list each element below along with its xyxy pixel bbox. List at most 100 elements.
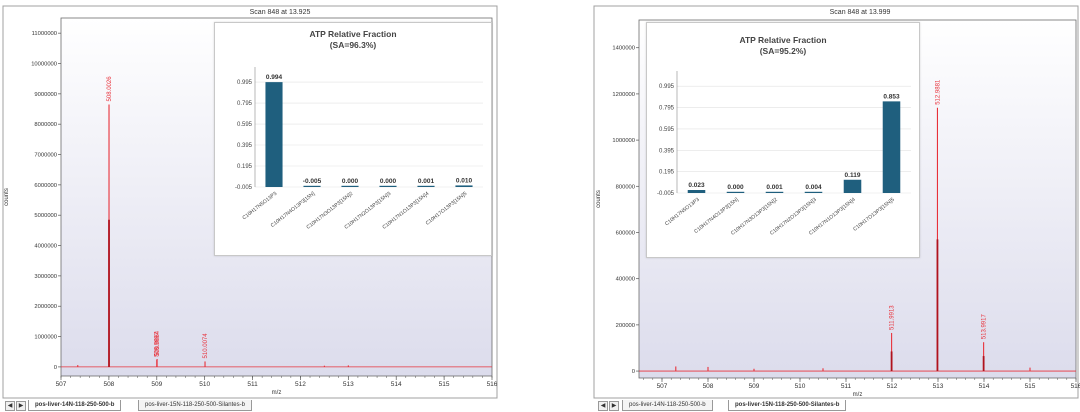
x-tick-label: 507: [56, 381, 67, 388]
x-tick-label: 513: [343, 381, 354, 388]
inset-y-tick-label: 0.995: [659, 84, 675, 90]
y-tick-label: 4000000: [34, 244, 57, 250]
scan-title-right: Scan 848 at 13.999: [829, 9, 891, 16]
x-tick-label: 516: [1071, 383, 1080, 390]
tab-bar-right: ◀ ▶ pos-liver-14N-118-250-500-b pos-live…: [592, 399, 1080, 412]
inset-bar: [417, 185, 435, 187]
x-axis-label: m/z: [853, 392, 863, 398]
inset-bar-value-label: 0.023: [688, 182, 705, 189]
tab-pos-liver-15n[interactable]: pos-liver-15N-118-250-500-Silantes-b: [728, 400, 847, 411]
y-axis-label: counts: [596, 190, 602, 208]
y-tick-label: 400000: [616, 277, 635, 283]
peak-label: 511.9913: [890, 305, 896, 330]
inset-bar: [726, 191, 745, 193]
inset-bar-value-label: 0.119: [845, 172, 861, 179]
tab-scroll-right-button[interactable]: ▶: [609, 401, 619, 411]
inset-bar-value-label: 0.004: [805, 184, 822, 191]
peak-label: 508.9997: [155, 331, 161, 357]
inset-y-tick-label: 0.195: [659, 170, 675, 176]
inset-category-label: C10H17O13P3[15N]5: [425, 191, 469, 227]
x-tick-label: 508: [703, 383, 714, 390]
peak-label: 510.0074: [203, 333, 209, 359]
inset-bar: [455, 185, 473, 187]
inset-y-tick-label: 0.795: [659, 106, 675, 112]
inset-y-tick-label: 0.395: [237, 143, 253, 149]
inset-subtitle-left: (SA=96.3%): [329, 40, 377, 50]
inset-bar: [303, 185, 321, 187]
inset-category-label: C10H17N5O13P3: [664, 197, 701, 228]
peak-label: 508.0026: [107, 76, 113, 102]
inset-bar-value-label: 0.994: [266, 74, 283, 81]
y-tick-label: 0: [54, 365, 57, 371]
y-tick-label: 9000000: [34, 92, 57, 98]
tab-pos-liver-14n[interactable]: pos-liver-14N-118-250-500-b: [622, 400, 713, 411]
peak-label: 509.0064: [155, 330, 161, 356]
inset-bar: [804, 191, 823, 193]
inset-bar-chart-left: -0.005 0.195 0.395 0.595 0.795 0.995 0.994 C10H…: [235, 67, 483, 231]
inset-bar: [379, 185, 397, 187]
x-axis-label: m/z: [272, 390, 282, 396]
inset-category-label: C10H17O13P3[15N]5: [852, 197, 896, 233]
inset-category-label: C10H17N5O13P3: [242, 191, 279, 222]
tab-scroll-left-button[interactable]: ◀: [5, 401, 15, 411]
x-tick-label: 512: [887, 383, 898, 390]
inset-bar-value-label: 0.000: [727, 184, 744, 191]
x-tick-label: 507: [657, 383, 668, 390]
y-tick-label: 3000000: [34, 274, 57, 280]
inset-y-tick-label: -0.005: [657, 191, 675, 197]
inset-bar-value-label: 0.001: [418, 178, 435, 185]
y-tick-label: 1000000: [34, 335, 57, 341]
inset-y-tick-label: -0.005: [235, 185, 253, 191]
atp-fraction-inset-right: ATP Relative Fraction (SA=95.2%) -0.005 0…: [646, 22, 920, 258]
inset-y-tick-label: 0.795: [237, 101, 253, 107]
inset-bar-value-label: 0.000: [342, 178, 359, 185]
inset-y-tick-label: 0.595: [237, 122, 253, 128]
peak-label: 513.9917: [982, 314, 988, 340]
x-tick-label: 513: [933, 383, 944, 390]
inset-bar-value-label: 0.010: [456, 177, 473, 184]
inset-bar-chart-right: -0.005 0.195 0.395 0.595 0.795 0.995 0.023 C10H…: [657, 71, 911, 237]
y-tick-label: 200000: [616, 323, 635, 329]
inset-bar-value-label: -0.005: [303, 178, 322, 185]
x-tick-label: 515: [439, 381, 450, 388]
inset-bar-value-label: 0.000: [380, 178, 397, 185]
x-tick-label: 510: [795, 383, 806, 390]
inset-bar: [843, 179, 862, 193]
x-tick-label: 514: [979, 383, 990, 390]
tab-bar-left: ◀ ▶ pos-liver-14N-118-250-500-b pos-live…: [0, 399, 500, 412]
x-tick-label: 515: [1025, 383, 1036, 390]
inset-bar-value-label: 0.853: [883, 93, 900, 100]
tab-pos-liver-14n[interactable]: pos-liver-14N-118-250-500-b: [28, 400, 122, 411]
inset-title-left: ATP Relative Fraction: [309, 29, 397, 39]
x-tick-label: 510: [199, 381, 210, 388]
y-tick-label: 5000000: [34, 213, 57, 219]
y-tick-label: 0: [632, 369, 635, 375]
inset-y-tick-label: 0.995: [237, 80, 253, 86]
x-tick-label: 508: [103, 381, 114, 388]
y-tick-label: 1400000: [612, 46, 635, 52]
y-tick-label: 10000000: [31, 62, 57, 68]
y-tick-label: 8000000: [34, 122, 57, 128]
x-tick-label: 509: [151, 381, 162, 388]
inset-title-right: ATP Relative Fraction: [739, 35, 827, 45]
inset-y-tick-label: 0.595: [659, 127, 675, 133]
x-tick-label: 509: [749, 383, 760, 390]
spectrum-panel-right: 507 508 509 510 511 512 513 514 515 516 0 200000 400…: [592, 0, 1080, 412]
atp-fraction-inset-left: ATP Relative Fraction (SA=96.3%) -0.005 0…: [214, 22, 492, 256]
scan-title-left: Scan 848 at 13.925: [249, 9, 311, 16]
y-tick-label: 1200000: [612, 92, 635, 98]
y-tick-label: 600000: [616, 230, 635, 236]
tab-scroll-right-button[interactable]: ▶: [16, 401, 26, 411]
peak-label: 512.9881: [935, 79, 941, 105]
inset-y-tick-label: 0.195: [237, 164, 253, 170]
inset-bar-value-label: 0.001: [766, 184, 783, 191]
y-axis-label: counts: [4, 188, 10, 206]
inset-bar: [341, 185, 359, 187]
inset-bar: [882, 101, 901, 193]
inset-bar: [687, 190, 706, 193]
tab-pos-liver-15n[interactable]: pos-liver-15N-118-250-500-Silantes-b: [138, 400, 252, 411]
y-tick-label: 800000: [616, 184, 635, 190]
tab-scroll-left-button[interactable]: ◀: [598, 401, 608, 411]
x-tick-label: 516: [487, 381, 498, 388]
x-tick-label: 511: [247, 381, 258, 388]
